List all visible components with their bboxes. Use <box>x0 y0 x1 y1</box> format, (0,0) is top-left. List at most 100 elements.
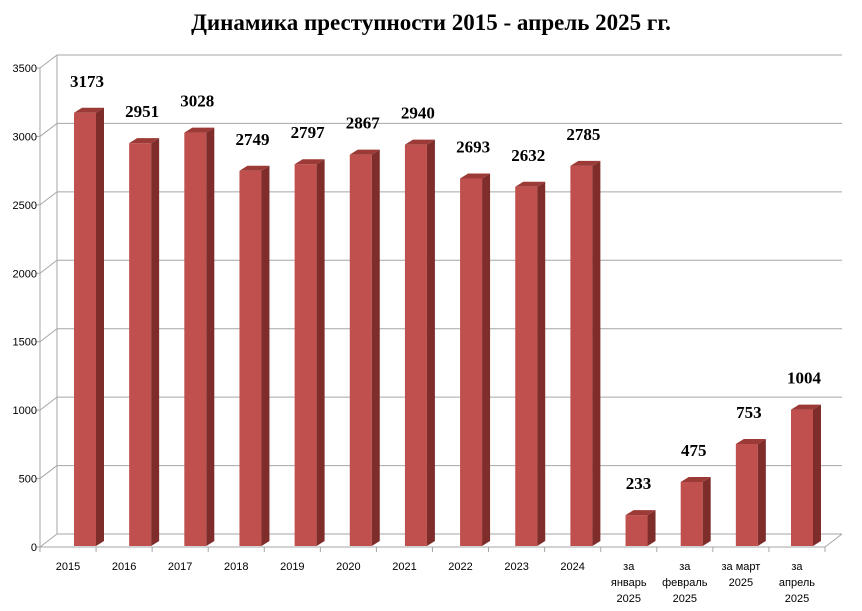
gridline-side <box>39 123 58 137</box>
x-tick-label: 2018 <box>224 561 248 573</box>
bar-front <box>570 165 593 547</box>
bar-top <box>460 173 491 179</box>
x-tick-label-line: 2017 <box>168 561 192 573</box>
bar-side <box>371 149 380 547</box>
x-tick-label-line: за <box>791 561 803 573</box>
x-tick-label-line: 2020 <box>336 561 360 573</box>
bar-2024 <box>570 160 601 547</box>
x-tick-label-line: 2025 <box>617 593 641 605</box>
x-tick-label: 2023 <box>504 561 528 573</box>
gridline-side <box>39 396 58 411</box>
bar-side <box>482 173 491 546</box>
bar-top <box>625 510 656 516</box>
x-tick-label-line: 2019 <box>280 561 304 573</box>
bar-front <box>404 144 427 546</box>
y-tick-label: 2500 <box>13 200 37 212</box>
bar-top <box>404 139 435 145</box>
y-tick-label: 2000 <box>13 268 37 280</box>
bar-top <box>184 127 215 133</box>
bar-top <box>74 107 104 113</box>
data-label: 753 <box>736 403 762 422</box>
data-label: 3028 <box>180 92 214 111</box>
bar-top <box>129 138 160 144</box>
data-label: 2632 <box>511 146 545 165</box>
x-tick-label: 2024 <box>560 561 584 573</box>
y-tick-label: 3000 <box>13 131 37 143</box>
bar-side <box>261 165 270 546</box>
x-tick-label: за январь 2025 <box>611 561 647 605</box>
data-label: 2867 <box>346 114 381 133</box>
bar-side <box>426 139 435 546</box>
x-tick-label: за март 2025 <box>721 561 760 589</box>
bar-side <box>96 107 104 546</box>
data-label: 2785 <box>566 125 600 144</box>
x-tick-label: 2022 <box>448 561 472 573</box>
chart-title: Динамика преступности 2015 - апрель 2025… <box>191 10 671 35</box>
bar-side <box>592 160 601 547</box>
bar-за-апрель-2025 <box>791 404 821 546</box>
bar-top <box>515 181 546 187</box>
x-tick-label-line: 2015 <box>56 561 80 573</box>
gridline-side <box>39 54 58 69</box>
bar-2020 <box>349 149 380 547</box>
bar-front <box>460 178 483 546</box>
x-tick-label-line: 2025 <box>729 577 753 589</box>
y-tick-label: 3500 <box>13 63 37 75</box>
y-tick-label: 1000 <box>13 405 37 417</box>
bar-front <box>74 112 96 546</box>
x-tick-label-line: январь <box>611 577 647 589</box>
bar-2019 <box>294 159 325 546</box>
bar-front <box>184 132 207 547</box>
bar-top <box>294 159 325 165</box>
bar-top <box>680 476 711 482</box>
bar-front <box>791 409 813 546</box>
bar-side <box>151 138 160 546</box>
gridline-side <box>39 533 58 548</box>
data-label: 2693 <box>456 137 490 156</box>
x-tick-label-line: февраль <box>662 577 708 589</box>
data-label: 475 <box>681 441 707 460</box>
bar-side <box>702 476 711 546</box>
x-tick-label-line: 2021 <box>392 561 416 573</box>
data-label: 233 <box>626 474 652 493</box>
x-tick-label-line: 2025 <box>785 593 809 605</box>
bar-front <box>239 170 262 546</box>
bar-top <box>239 165 270 171</box>
bar-2018 <box>239 165 270 546</box>
data-label: 1004 <box>787 369 822 388</box>
x-tick-label-line: 2022 <box>448 561 472 573</box>
bar-top <box>570 160 601 166</box>
data-label: 2951 <box>125 102 159 121</box>
bar-2015 <box>74 107 104 546</box>
bar-side <box>647 510 656 546</box>
x-tick-label: 2019 <box>280 561 304 573</box>
data-label: 3173 <box>70 72 104 91</box>
bar-front <box>349 154 372 547</box>
x-tick-label-line: за <box>679 561 691 573</box>
bar-side <box>316 159 325 546</box>
x-tick-label-line: за <box>623 561 635 573</box>
x-tick-label: 2020 <box>336 561 360 573</box>
bar-front <box>129 143 152 546</box>
bar-top <box>735 438 766 444</box>
bar-side <box>757 438 766 546</box>
data-label: 2749 <box>235 130 269 149</box>
bar-front <box>680 481 703 546</box>
y-tick-label: 0 <box>31 542 37 554</box>
bar-за-январь-2025 <box>625 510 656 546</box>
x-tick-label-line: 2023 <box>504 561 528 573</box>
bar-front <box>735 443 758 546</box>
gridline-side <box>39 328 58 343</box>
x-tick-label-line: 2025 <box>673 593 697 605</box>
x-tick-label: 2017 <box>168 561 192 573</box>
x-tick-label-line: 2024 <box>560 561 584 573</box>
floor-right-edge <box>824 533 843 548</box>
bar-front <box>515 186 538 547</box>
bar-side <box>813 404 821 546</box>
x-tick-label: 2016 <box>112 561 136 573</box>
data-label: 2797 <box>291 123 326 142</box>
x-tick-label-line: 2018 <box>224 561 248 573</box>
x-tick-label: за апрель 2025 <box>779 561 815 605</box>
x-tick-label: 2015 <box>56 561 80 573</box>
